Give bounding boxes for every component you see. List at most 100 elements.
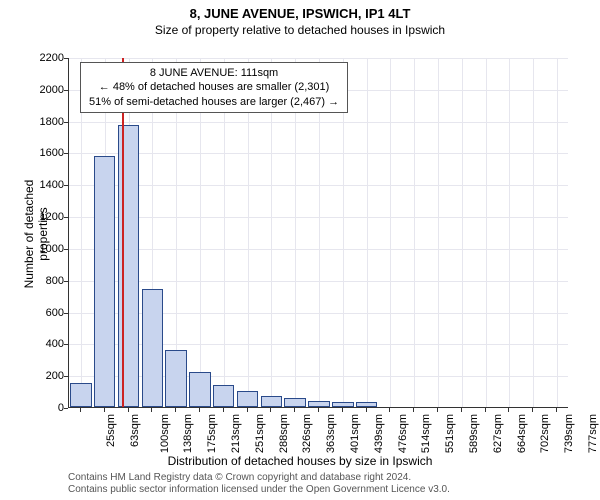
x-tick-mark	[175, 408, 176, 412]
x-tick-mark	[342, 408, 343, 412]
y-tick-mark	[64, 408, 68, 409]
grid-vertical	[414, 58, 415, 407]
x-tick-label: 589sqm	[468, 414, 480, 453]
histogram-bar	[94, 156, 115, 407]
x-tick-mark	[128, 408, 129, 412]
grid-horizontal	[69, 217, 568, 218]
x-tick-label: 476sqm	[397, 414, 409, 453]
y-tick-label: 200	[24, 370, 64, 382]
y-tick-label: 1400	[24, 179, 64, 191]
x-tick-mark	[532, 408, 533, 412]
page-root: 8, JUNE AVENUE, IPSWICH, IP1 4LT Size of…	[0, 0, 600, 500]
info-line-2: ← 48% of detached houses are smaller (2,…	[89, 80, 339, 94]
y-tick-label: 800	[24, 275, 64, 287]
x-tick-mark	[247, 408, 248, 412]
y-tick-mark	[64, 249, 68, 250]
x-tick-mark	[485, 408, 486, 412]
x-tick-label: 551sqm	[444, 414, 456, 453]
x-tick-mark	[366, 408, 367, 412]
y-tick-mark	[64, 313, 68, 314]
x-tick-mark	[556, 408, 557, 412]
x-tick-mark	[223, 408, 224, 412]
y-tick-label: 1800	[24, 116, 64, 128]
y-tick-label: 1200	[24, 211, 64, 223]
x-tick-label: 739sqm	[563, 414, 575, 453]
x-tick-label: 439sqm	[373, 414, 385, 453]
x-tick-label: 175sqm	[206, 414, 218, 453]
x-tick-mark	[270, 408, 271, 412]
y-tick-label: 2200	[24, 52, 64, 64]
grid-vertical	[390, 58, 391, 407]
x-tick-mark	[104, 408, 105, 412]
x-tick-label: 664sqm	[516, 414, 528, 453]
histogram-bar	[284, 398, 305, 407]
x-tick-mark	[318, 408, 319, 412]
x-tick-label: 25sqm	[105, 414, 117, 447]
x-tick-label: 251sqm	[254, 414, 266, 453]
histogram-bar	[308, 401, 329, 407]
footer-line-1: Contains HM Land Registry data © Crown c…	[68, 472, 450, 484]
y-tick-mark	[64, 90, 68, 91]
x-tick-label: 363sqm	[325, 414, 337, 453]
x-tick-mark	[80, 408, 81, 412]
histogram-bar	[356, 402, 377, 407]
footer-line-2: Contains public sector information licen…	[68, 484, 450, 496]
y-tick-label: 600	[24, 307, 64, 319]
grid-horizontal	[69, 122, 568, 123]
histogram-bar	[332, 402, 353, 407]
histogram-bar	[142, 289, 163, 407]
x-tick-mark	[413, 408, 414, 412]
grid-horizontal	[69, 249, 568, 250]
x-tick-mark	[508, 408, 509, 412]
histogram-bar	[189, 372, 210, 407]
histogram-bar	[118, 125, 139, 407]
grid-vertical	[367, 58, 368, 407]
x-tick-mark	[437, 408, 438, 412]
y-tick-mark	[64, 153, 68, 154]
histogram-bar	[261, 396, 282, 407]
y-tick-mark	[64, 281, 68, 282]
page-title: 8, JUNE AVENUE, IPSWICH, IP1 4LT	[0, 6, 600, 21]
y-tick-mark	[64, 217, 68, 218]
histogram-bar	[70, 383, 91, 407]
x-tick-mark	[294, 408, 295, 412]
info-line-1: 8 JUNE AVENUE: 111sqm	[89, 66, 339, 80]
y-tick-mark	[64, 376, 68, 377]
x-tick-label: 288sqm	[278, 414, 290, 453]
x-tick-mark	[199, 408, 200, 412]
grid-vertical	[462, 58, 463, 407]
x-tick-label: 777sqm	[587, 414, 599, 453]
grid-vertical	[557, 58, 558, 407]
y-tick-mark	[64, 185, 68, 186]
y-tick-mark	[64, 122, 68, 123]
x-tick-label: 213sqm	[230, 414, 242, 453]
x-tick-mark	[151, 408, 152, 412]
y-tick-label: 1000	[24, 243, 64, 255]
y-tick-label: 2000	[24, 84, 64, 96]
x-tick-label: 401sqm	[349, 414, 361, 453]
grid-vertical	[438, 58, 439, 407]
x-tick-label: 326sqm	[302, 414, 314, 453]
x-tick-label: 138sqm	[182, 414, 194, 453]
y-tick-label: 400	[24, 338, 64, 350]
grid-vertical	[486, 58, 487, 407]
x-tick-label: 63sqm	[129, 414, 141, 447]
grid-horizontal	[69, 281, 568, 282]
x-tick-label: 627sqm	[492, 414, 504, 453]
y-tick-mark	[64, 344, 68, 345]
y-tick-label: 1600	[24, 147, 64, 159]
histogram-bar	[237, 391, 258, 407]
x-tick-mark	[389, 408, 390, 412]
footer-attribution: Contains HM Land Registry data © Crown c…	[68, 472, 450, 496]
grid-vertical	[533, 58, 534, 407]
y-tick-label: 0	[24, 402, 64, 414]
x-tick-mark	[461, 408, 462, 412]
info-line-3: 51% of semi-detached houses are larger (…	[89, 95, 339, 109]
x-tick-label: 100sqm	[159, 414, 171, 453]
info-box: 8 JUNE AVENUE: 111sqm ← 48% of detached …	[80, 62, 348, 113]
page-subtitle: Size of property relative to detached ho…	[0, 23, 600, 37]
histogram-bar	[165, 350, 186, 407]
grid-horizontal	[69, 185, 568, 186]
histogram-bar	[213, 385, 234, 407]
x-tick-label: 514sqm	[421, 414, 433, 453]
